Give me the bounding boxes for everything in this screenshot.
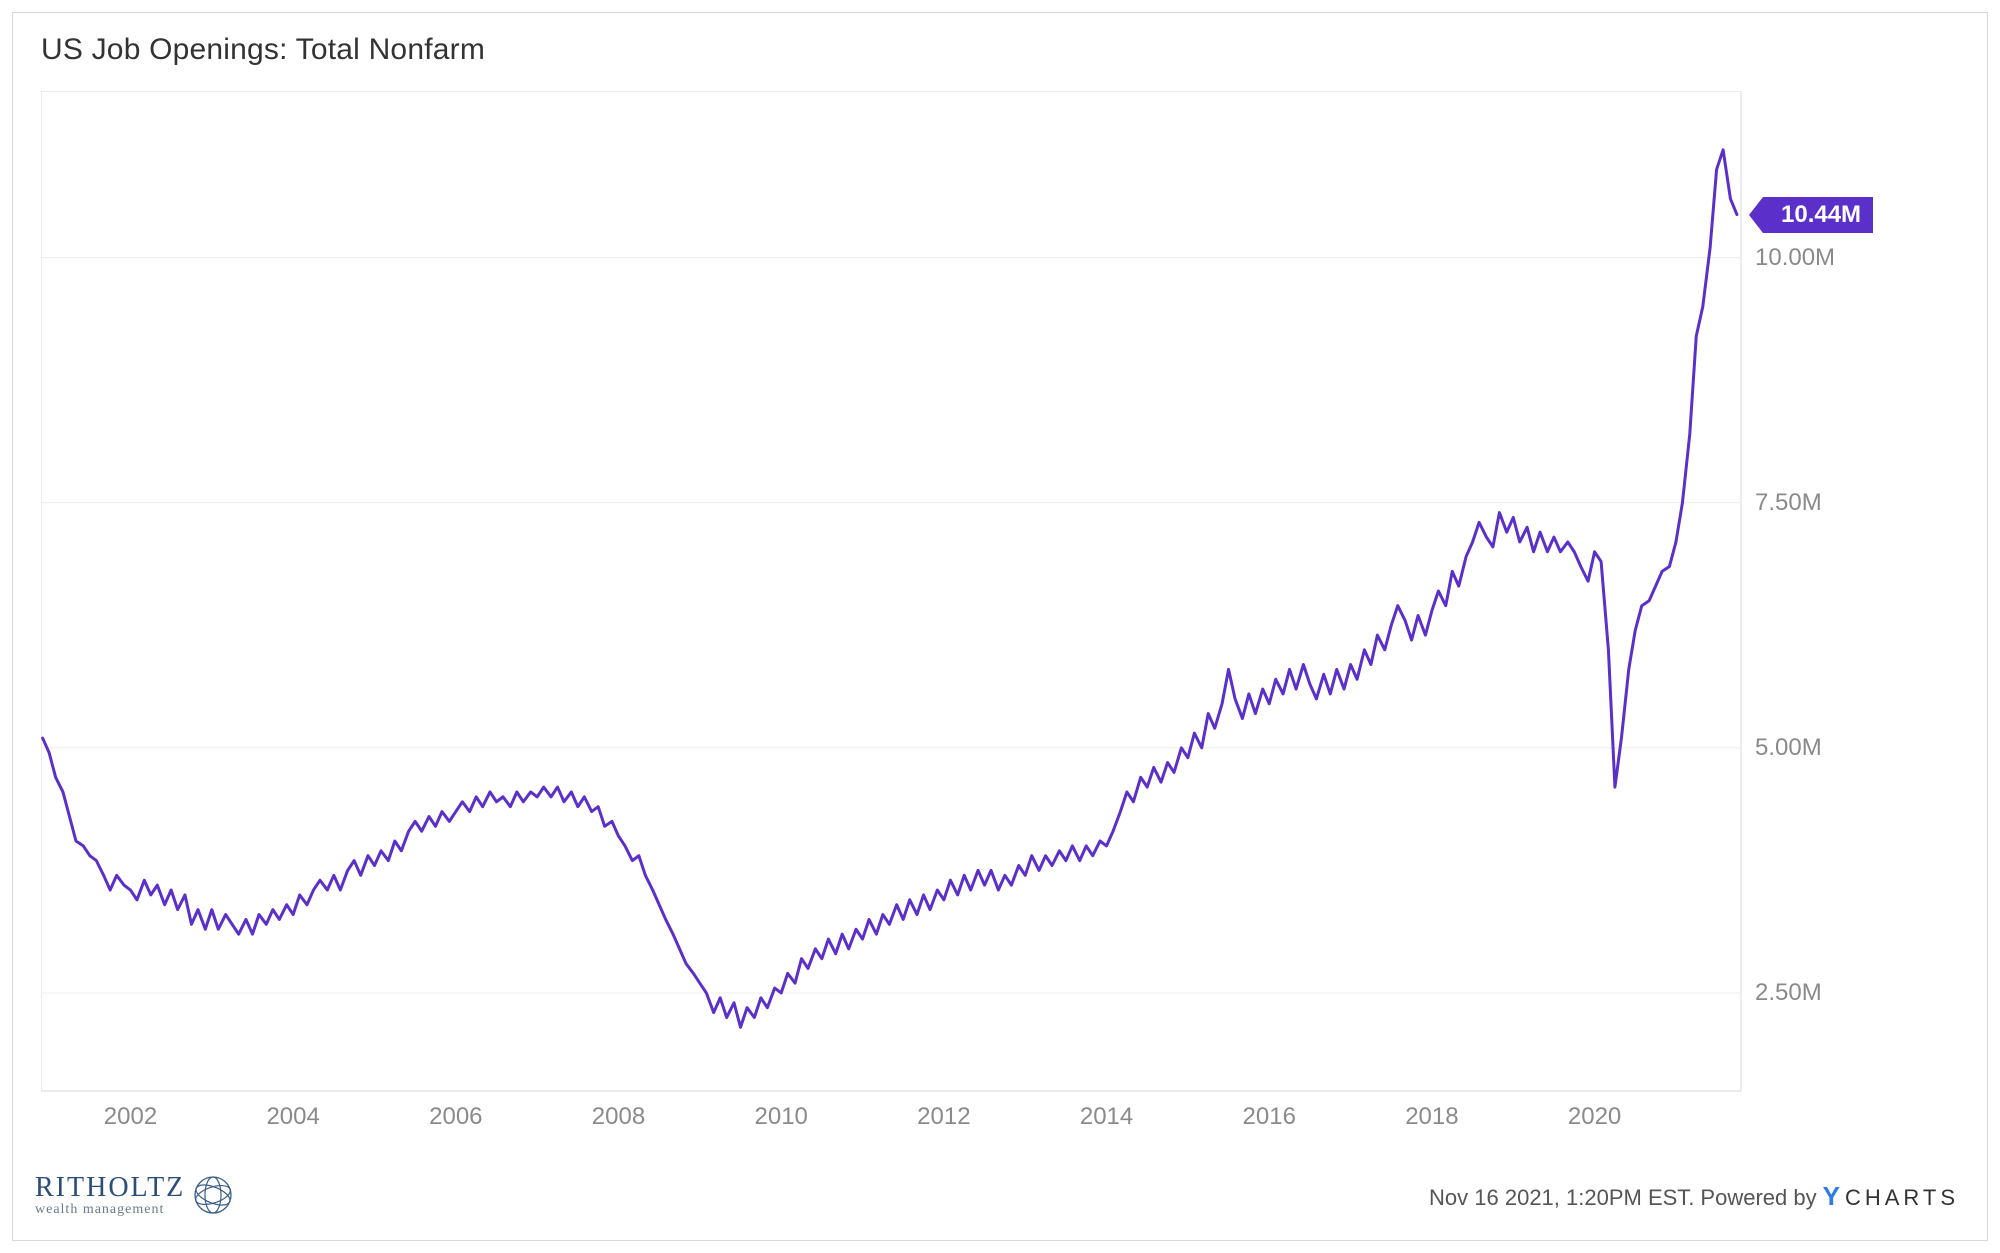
ycharts-y-icon: Y [1823,1181,1844,1212]
brand-logo: RITHOLTZ wealth management [35,1172,239,1218]
x-axis-tick-label: 2018 [1405,1103,1458,1131]
x-axis-tick-label: 2010 [754,1103,807,1131]
brand-name: RITHOLTZ [35,1172,185,1204]
x-axis-tick-label: 2002 [104,1103,157,1131]
y-axis-tick-label: 5.00M [1755,734,1822,762]
callout-label: 10.44M [1781,201,1861,228]
last-value-callout: 10.44M [1763,197,1873,233]
powered-by-prefix: Powered by [1700,1185,1816,1211]
brand-subtitle: wealth management [35,1202,185,1218]
x-axis-tick-label: 2004 [266,1103,319,1131]
y-axis-tick-label: 7.50M [1755,489,1822,517]
chart-frame: US Job Openings: Total Nonfarm 10.44M 2.… [12,12,1988,1241]
x-axis-tick-label: 2014 [1080,1103,1133,1131]
x-axis-tick-label: 2016 [1243,1103,1296,1131]
line-chart-svg [41,91,1881,1141]
footer-timestamp: Nov 16 2021, 1:20PM EST. [1429,1185,1694,1211]
chart-area: 10.44M 2.50M 5.00M 7.50M 10.00M 2002 2004 2006… [41,91,1881,1141]
y-axis-tick-label: 10.00M [1755,244,1835,272]
x-axis-tick-label: 2006 [429,1103,482,1131]
brand-globe-icon [191,1173,239,1217]
footer-attribution: Nov 16 2021, 1:20PM EST. Powered by YCHA… [1429,1181,1959,1212]
x-axis-tick-label: 2008 [592,1103,645,1131]
ycharts-text: CHARTS [1845,1185,1959,1211]
chart-title: US Job Openings: Total Nonfarm [41,33,485,67]
x-axis-tick-label: 2020 [1568,1103,1621,1131]
ycharts-logo: YCHARTS [1823,1181,1959,1212]
y-axis-tick-label: 2.50M [1755,979,1822,1007]
x-axis-tick-label: 2012 [917,1103,970,1131]
